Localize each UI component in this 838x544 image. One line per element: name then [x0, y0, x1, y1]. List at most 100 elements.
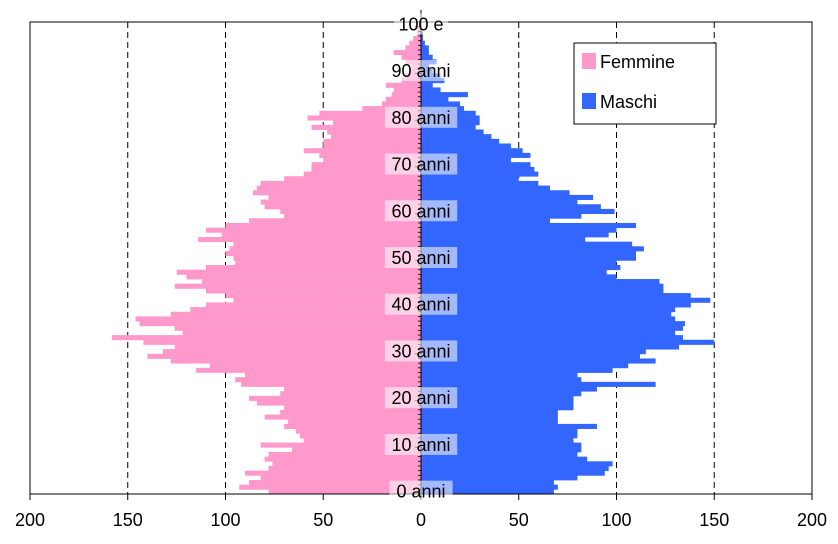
bar-femmine [333, 120, 421, 126]
bar-femmine [284, 405, 421, 411]
bar-maschi [421, 353, 640, 359]
bar-maschi [421, 87, 441, 93]
age-label-bg [384, 433, 458, 455]
bar-maschi [421, 218, 551, 224]
bar-maschi [421, 321, 685, 327]
bar-maschi [421, 269, 607, 275]
bar-maschi [421, 465, 609, 472]
bar-femmine [245, 372, 421, 378]
bar-maschi [421, 227, 617, 233]
bar-maschi [421, 54, 433, 60]
age-label: 100 e [398, 14, 443, 34]
bar-femmine [405, 45, 421, 51]
bar-femmine [280, 391, 421, 397]
bar-femmine [288, 419, 421, 425]
age-label: 40 anni [391, 295, 450, 315]
bar-femmine [235, 260, 421, 266]
age-label: 30 anni [391, 341, 450, 361]
bar-maschi [421, 162, 531, 168]
bar-maschi [421, 447, 582, 453]
bar-maschi [421, 208, 615, 215]
bar-femmine [264, 456, 421, 462]
age-label-bg [389, 480, 453, 502]
bar-femmine [233, 241, 421, 247]
bar-maschi [421, 82, 433, 88]
bar-femmine [393, 87, 421, 93]
bar-maschi [421, 293, 691, 299]
female-bars [112, 22, 422, 495]
bar-maschi [421, 391, 582, 397]
bar-femmine [221, 232, 421, 238]
bar-maschi [421, 395, 574, 401]
bar-femmine [190, 307, 421, 313]
bar-maschi [421, 381, 656, 387]
bar-maschi [421, 461, 613, 467]
bar-maschi [421, 157, 511, 163]
bar-maschi [421, 437, 574, 443]
bar-femmine [284, 386, 421, 392]
bar-maschi [421, 148, 523, 154]
bar-maschi [421, 423, 597, 429]
bar-maschi [421, 176, 519, 182]
bar-maschi [421, 419, 558, 425]
bar-maschi [421, 138, 500, 144]
bar-femmine [319, 110, 421, 116]
bar-femmine [331, 134, 421, 140]
age-label: 80 anni [391, 108, 450, 128]
bar-femmine [196, 367, 421, 373]
bar-femmine [291, 447, 421, 453]
bar-maschi [421, 241, 633, 247]
bar-femmine [311, 162, 421, 168]
x-tick-label: 100 [210, 510, 240, 530]
bar-femmine [205, 302, 421, 308]
bar-maschi [421, 185, 551, 191]
bar-maschi [421, 213, 582, 219]
age-label-bg [384, 153, 458, 175]
bar-maschi [421, 180, 539, 186]
legend-swatch-femmine [582, 53, 596, 69]
bar-femmine [233, 297, 421, 303]
bar-femmine [162, 349, 421, 355]
x-tick-label: 50 [509, 510, 529, 530]
bar-maschi [421, 288, 664, 294]
legend-swatch-maschi [582, 93, 596, 109]
bar-femmine [264, 204, 421, 210]
bar-femmine [303, 437, 421, 443]
bar-femmine [186, 274, 421, 280]
age-label-bg [384, 387, 458, 409]
age-labels: 0 anni 10 anni 20 anni 30 anni 40 anni 50 ann… [384, 13, 458, 502]
bar-femmine [284, 213, 421, 219]
bar-femmine [182, 330, 421, 336]
bar-maschi [421, 134, 492, 140]
bar-femmine [248, 218, 421, 224]
bar-maschi [421, 428, 578, 434]
bar-femmine [319, 152, 421, 158]
bar-femmine [248, 395, 421, 401]
bar-femmine [264, 414, 421, 420]
bar-femmine [260, 442, 421, 448]
bar-maschi [421, 246, 644, 252]
bar-femmine [225, 293, 421, 299]
bar-femmine [323, 157, 421, 163]
bar-maschi [421, 414, 558, 420]
bar-maschi [421, 36, 423, 42]
bar-maschi [421, 456, 588, 462]
bar-femmine [205, 288, 421, 294]
bar-femmine [143, 339, 421, 345]
bar-maschi [421, 50, 429, 56]
bar-femmine [170, 358, 421, 364]
bar-maschi [421, 171, 539, 177]
bar-maschi [421, 279, 660, 285]
bar-maschi [421, 297, 711, 303]
bar-maschi [421, 311, 672, 317]
bar-maschi [421, 484, 558, 490]
bar-maschi [421, 283, 664, 289]
bar-femmine [198, 236, 421, 243]
legend-label-maschi: Maschi [600, 92, 657, 112]
bar-femmine [235, 377, 421, 383]
bar-femmine [256, 185, 421, 191]
bar-femmine [174, 283, 421, 289]
x-tick-label: 150 [113, 510, 143, 530]
age-label-bg [384, 60, 458, 82]
bar-maschi [421, 349, 646, 355]
